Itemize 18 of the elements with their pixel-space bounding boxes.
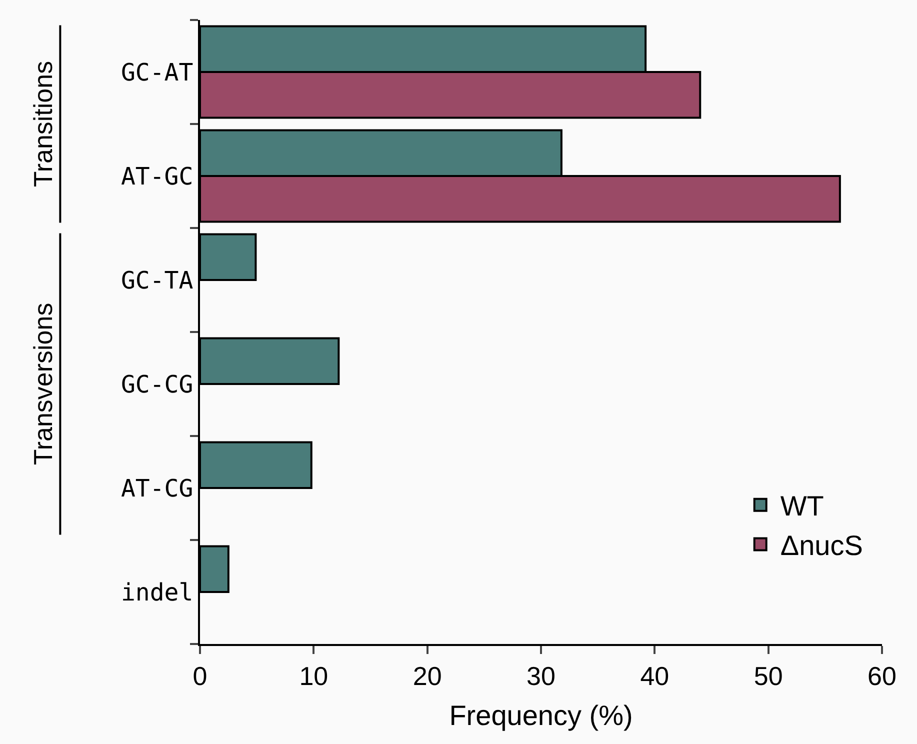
y-tick-label: GC-AT (120, 58, 194, 86)
y-tick-label: AT-CG (120, 474, 194, 502)
x-tick-label: 10 (299, 661, 328, 692)
y-tick-label: GC-CG (120, 370, 194, 398)
x-tick-label: 0 (192, 661, 208, 692)
y-tick-label: GC-TA (120, 266, 194, 294)
y-tick-label: AT-GC (120, 162, 194, 190)
x-tick-label: 60 (868, 661, 896, 692)
x-tick-label: 20 (412, 661, 442, 692)
text: Transversions (28, 302, 58, 466)
x-tick-label: 40 (640, 661, 670, 692)
x-tick-label: 50 (754, 661, 783, 692)
x-axis-title: Frequency (%) (449, 700, 633, 731)
legend-label: WT (780, 490, 824, 522)
y-tick-label: indel (120, 578, 194, 606)
text: Transitions (28, 60, 58, 188)
x-tick-label: 30 (526, 661, 556, 692)
legend-label: ΔnucS (780, 530, 863, 562)
